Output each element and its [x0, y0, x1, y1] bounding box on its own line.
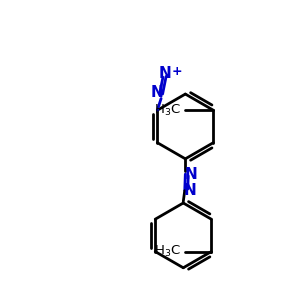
Text: N: N: [158, 66, 171, 81]
Text: N: N: [184, 167, 197, 182]
Text: H$_3$C: H$_3$C: [154, 244, 180, 259]
Text: +: +: [172, 64, 183, 78]
Text: N: N: [184, 183, 196, 198]
Text: H$_3$C: H$_3$C: [154, 103, 181, 118]
Text: N: N: [151, 85, 164, 100]
